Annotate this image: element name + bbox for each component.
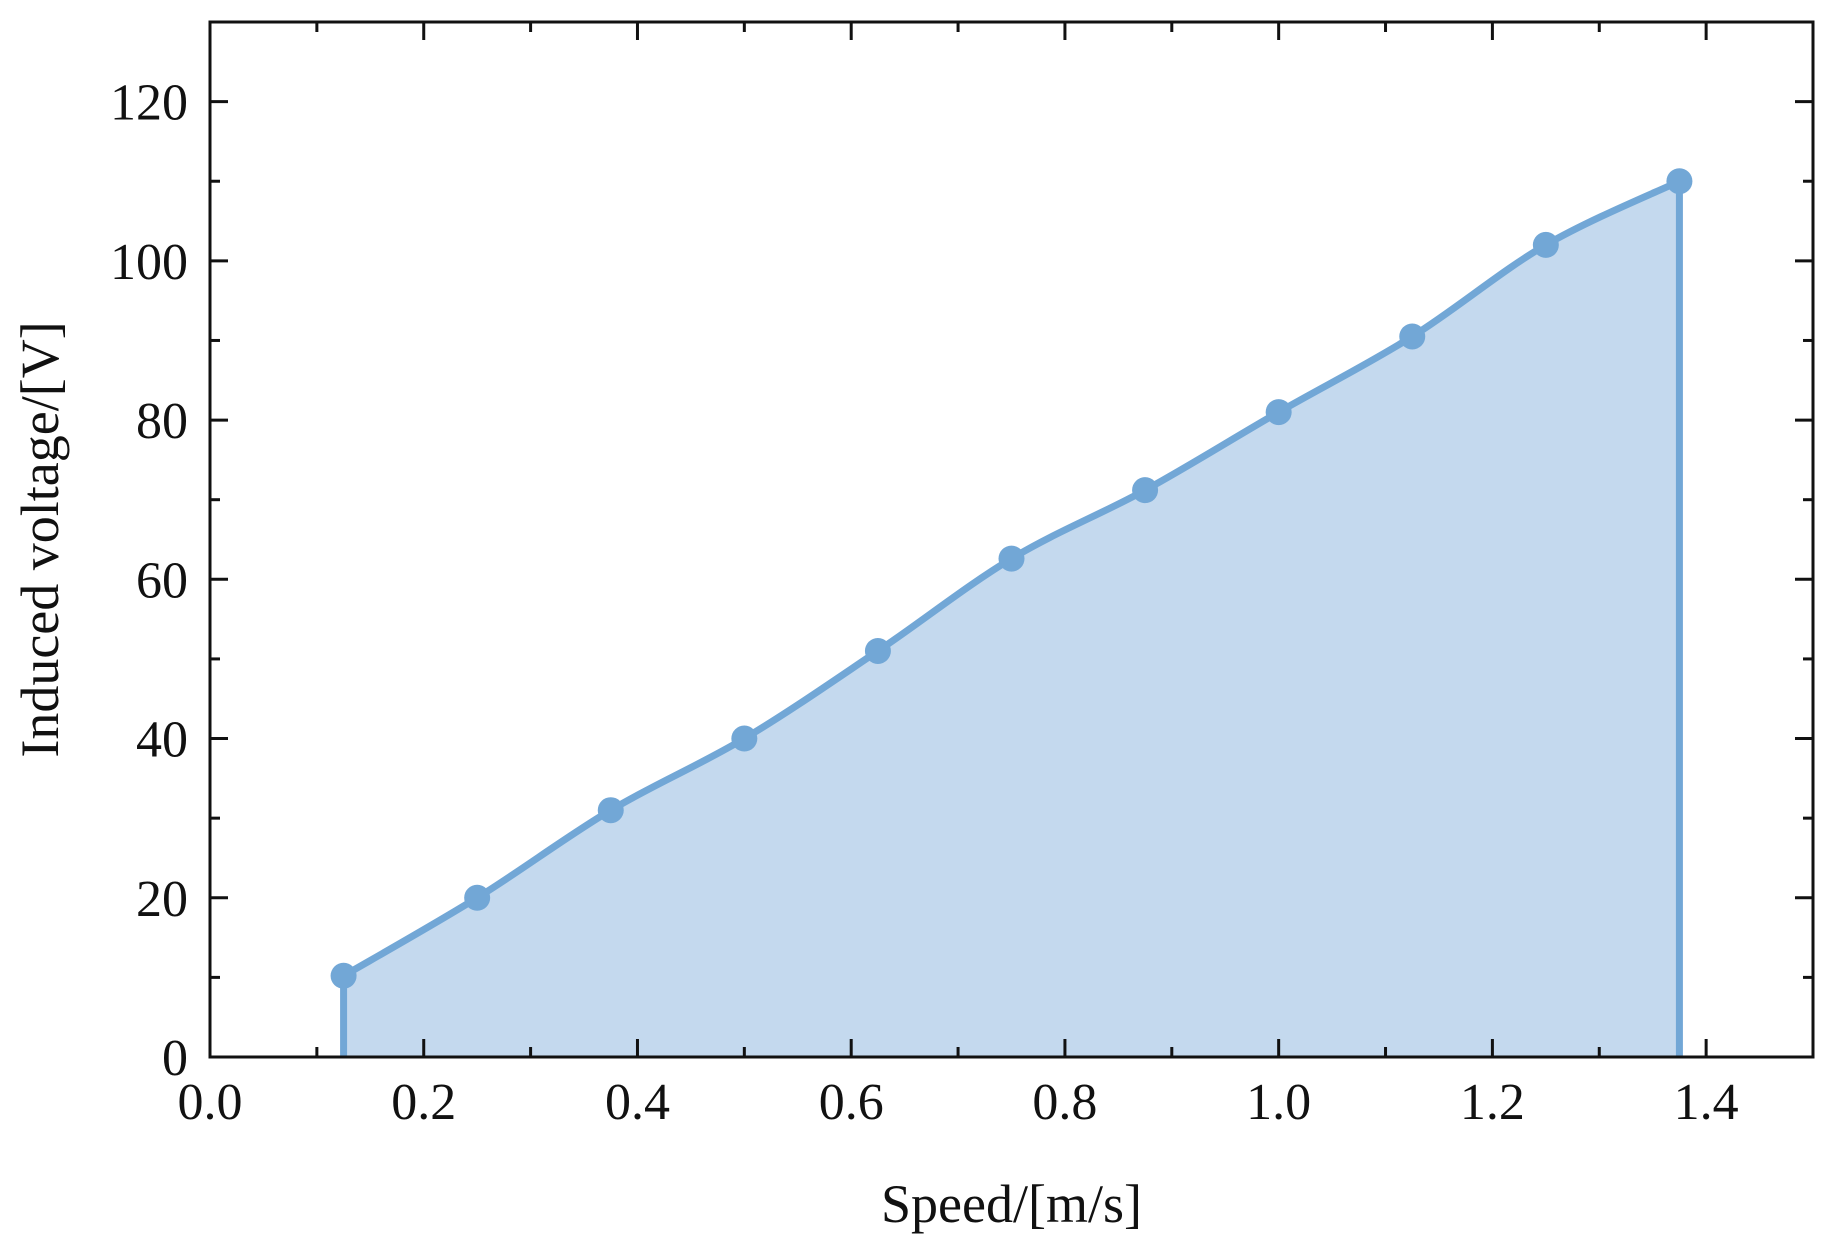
x-tick-label: 1.2	[1460, 1074, 1525, 1131]
data-point	[330, 962, 357, 989]
y-tick-label: 60	[136, 552, 188, 609]
data-point	[597, 797, 624, 824]
area-fill	[343, 181, 1680, 1057]
y-axis-label: Induced voltage/[V]	[10, 321, 70, 757]
x-tick-label: 0.8	[1032, 1074, 1097, 1131]
y-tick-label: 40	[136, 712, 188, 769]
data-point	[1132, 477, 1159, 504]
y-tick-label: 100	[110, 234, 188, 291]
y-tick-label: 0	[162, 1030, 188, 1087]
data-point	[464, 884, 491, 911]
data-point	[1399, 323, 1426, 350]
data-point	[1666, 168, 1693, 195]
y-tick-label: 120	[110, 75, 188, 132]
tick-labels: 0.0 0.2 0.4 0.6 0.8 1.0 1.2 1.4 0 20 40 60 80 100 120	[110, 75, 1739, 1131]
x-axis-label: Speed/[m/s]	[881, 1174, 1142, 1234]
x-tick-label: 0.6	[819, 1074, 884, 1131]
ticks	[208, 22, 1815, 1059]
y-tick-label: 20	[136, 871, 188, 928]
y-tick-label: 80	[136, 393, 188, 450]
x-tick-label: 1.0	[1246, 1074, 1311, 1131]
x-tick-label: 1.4	[1674, 1074, 1739, 1131]
x-tick-label: 0.0	[178, 1074, 243, 1131]
data-point	[1265, 399, 1292, 426]
data-point	[864, 637, 891, 664]
data-point	[1532, 231, 1559, 258]
plot-area	[330, 168, 1693, 1057]
data-point	[998, 545, 1025, 572]
x-tick-label: 0.2	[391, 1074, 456, 1131]
x-tick-label: 0.4	[605, 1074, 670, 1131]
axes	[208, 20, 1815, 1059]
data-point	[731, 725, 758, 752]
plot-frame	[208, 20, 1815, 1059]
